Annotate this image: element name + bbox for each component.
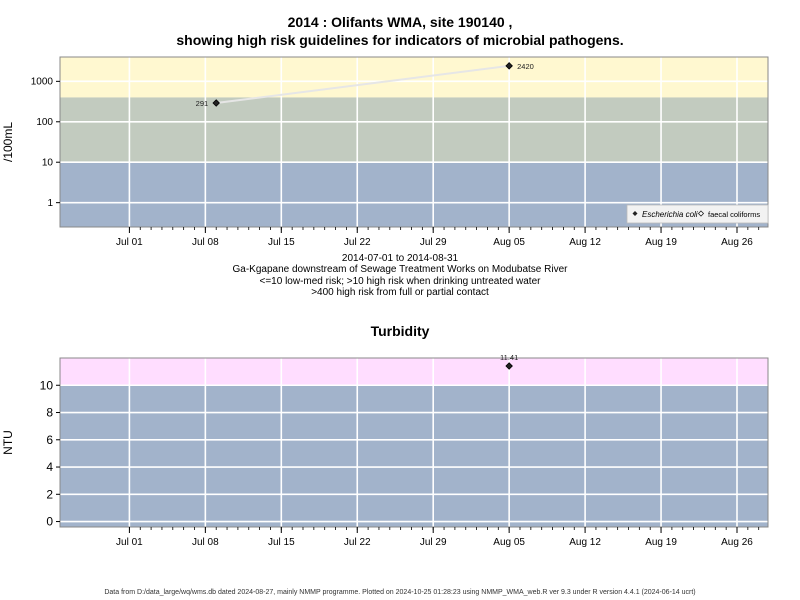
- legend-marker-ecoli: [632, 211, 638, 216]
- data-point: [212, 99, 220, 107]
- y-tick-label: 1: [47, 198, 53, 209]
- legend-label-ecoli: Escherichia coli: [642, 210, 698, 219]
- legend-marker-faecal: [697, 210, 705, 217]
- site-description-caption: Ga-Kgapane downstream of Sewage Treatmen…: [232, 264, 568, 275]
- y-tick-label: 2: [46, 487, 53, 501]
- data-label: 291: [196, 99, 209, 108]
- x-tick-label: Aug 12: [569, 537, 601, 548]
- x-tick-label: Jul 22: [344, 237, 371, 248]
- footer-note: Data from D:/data_large/wq/wms.db dated …: [104, 589, 696, 596]
- y-tick-label: 10: [40, 378, 54, 392]
- plot-border: [59, 357, 769, 528]
- data-point: [505, 62, 513, 70]
- x-tick-label: Aug 12: [569, 237, 601, 248]
- y-tick-label: 4: [46, 460, 53, 474]
- y-tick-label: 100: [36, 117, 53, 128]
- chart-subtitle: showing high risk guidelines for indicat…: [176, 32, 624, 48]
- x-tick-label: Jul 01: [116, 237, 143, 248]
- risk-band: [60, 358, 768, 386]
- x-tick-label: Aug 05: [493, 237, 525, 248]
- legend-label-faecal: faecal coliforms: [708, 210, 760, 219]
- plot-border: [59, 56, 769, 228]
- y-axis-label: /100mL: [1, 122, 15, 162]
- risk-caption-2: >400 high risk from full or partial cont…: [311, 287, 489, 298]
- turbidity-title: Turbidity: [370, 323, 430, 339]
- x-tick-label: Jul 29: [420, 537, 447, 548]
- data-label: 11.41: [500, 353, 518, 362]
- chart-title: 2014 : Olifants WMA, site 190140 ,: [287, 14, 513, 30]
- y-tick-label: 0: [46, 515, 53, 529]
- y-axis-label: NTU: [1, 430, 15, 455]
- y-tick-label: 8: [46, 406, 53, 420]
- y-tick-label: 10: [42, 158, 54, 169]
- x-tick-label: Jul 15: [268, 537, 295, 548]
- risk-band: [60, 97, 768, 163]
- data-point: [505, 362, 513, 370]
- x-tick-label: Jul 29: [420, 237, 447, 248]
- x-tick-label: Jul 08: [192, 237, 219, 248]
- x-tick-label: Aug 19: [645, 537, 677, 548]
- y-tick-label: 1000: [31, 77, 54, 88]
- x-tick-label: Jul 08: [192, 537, 219, 548]
- x-tick-label: Aug 05: [493, 537, 525, 548]
- legend-box: [626, 204, 769, 224]
- risk-band: [60, 385, 768, 527]
- risk-caption-1: <=10 low-med risk; >10 high risk when dr…: [259, 276, 541, 287]
- x-tick-label: Jul 22: [344, 537, 371, 548]
- x-tick-label: Jul 15: [268, 237, 295, 248]
- x-tick-label: Aug 19: [645, 237, 677, 248]
- series-line: [216, 64, 510, 105]
- x-tick-label: Jul 01: [116, 537, 143, 548]
- data-label: 2420: [517, 62, 534, 71]
- x-tick-label: Aug 26: [721, 537, 753, 548]
- date-range-caption: 2014-07-01 to 2014-08-31: [341, 253, 459, 264]
- y-tick-label: 6: [46, 433, 53, 447]
- x-tick-label: Aug 26: [721, 237, 753, 248]
